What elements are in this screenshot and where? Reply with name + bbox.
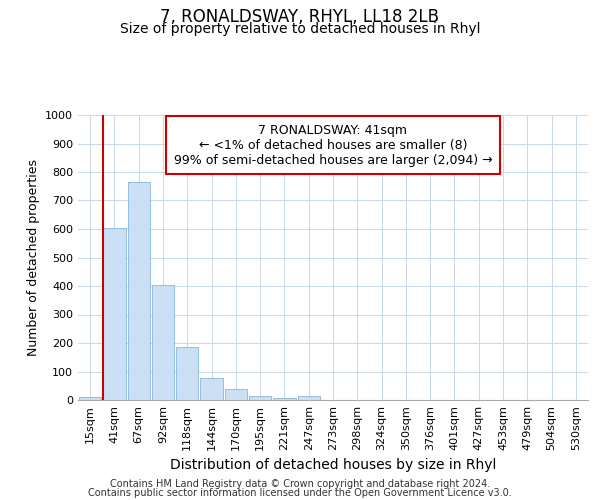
Bar: [298, 396, 320, 400]
Bar: [200, 378, 223, 400]
Text: 7 RONALDSWAY: 41sqm
← <1% of detached houses are smaller (8)
99% of semi-detache: 7 RONALDSWAY: 41sqm ← <1% of detached ho…: [173, 124, 493, 166]
Bar: [79, 396, 101, 400]
Text: 7, RONALDSWAY, RHYL, LL18 2LB: 7, RONALDSWAY, RHYL, LL18 2LB: [161, 8, 439, 26]
Bar: [273, 398, 296, 400]
Y-axis label: Number of detached properties: Number of detached properties: [26, 159, 40, 356]
Bar: [103, 228, 125, 400]
X-axis label: Distribution of detached houses by size in Rhyl: Distribution of detached houses by size …: [170, 458, 496, 472]
Text: Contains HM Land Registry data © Crown copyright and database right 2024.: Contains HM Land Registry data © Crown c…: [110, 479, 490, 489]
Bar: [249, 396, 271, 400]
Bar: [128, 182, 150, 400]
Bar: [152, 284, 174, 400]
Text: Size of property relative to detached houses in Rhyl: Size of property relative to detached ho…: [120, 22, 480, 36]
Text: Contains public sector information licensed under the Open Government Licence v3: Contains public sector information licen…: [88, 488, 512, 498]
Bar: [176, 348, 199, 400]
Bar: [224, 389, 247, 400]
